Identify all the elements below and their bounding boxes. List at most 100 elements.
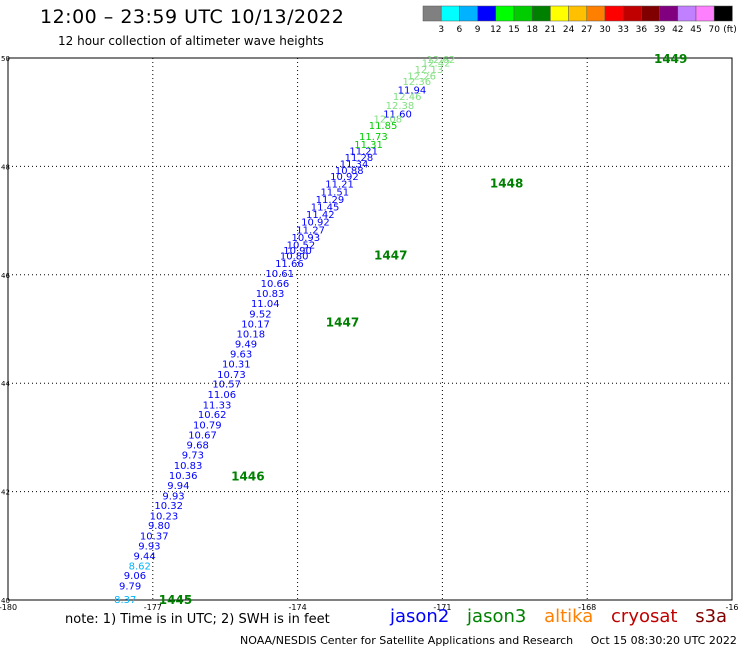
- colorbar-label: 42: [672, 25, 683, 35]
- pass-number-label: 1448: [490, 177, 523, 191]
- swh-data-label: 10.67: [188, 431, 217, 442]
- colorbar-label: 21: [545, 25, 556, 35]
- swh-data-label: 10.73: [217, 370, 246, 381]
- swh-data-label: 12.26: [407, 71, 436, 82]
- colorbar-label: 70: [708, 25, 720, 35]
- legend-s3a: s3a: [695, 606, 728, 627]
- swh-data-label: 10.62: [198, 410, 227, 421]
- swh-data-label: 12.13: [415, 65, 444, 76]
- swh-data-label: 11.31: [354, 140, 383, 151]
- colorbar-label: 3: [438, 25, 444, 35]
- swh-data-label: 10.83: [256, 289, 285, 300]
- swh-data-label: 10.92: [330, 172, 359, 183]
- swh-data-label: 8.62: [129, 561, 151, 572]
- swh-data-label: 9.63: [230, 349, 252, 360]
- swh-data-label: 10.36: [169, 471, 198, 482]
- colorbar-label: 27: [581, 25, 592, 35]
- swh-data-label: 8.37: [114, 595, 136, 606]
- swh-data-label: 10.83: [174, 461, 203, 472]
- colorbar-label: 24: [563, 25, 575, 35]
- swh-data-label: 12.36: [402, 77, 431, 88]
- swh-data-label: 11.21: [325, 180, 354, 191]
- swh-data-label: 12.62: [427, 55, 456, 66]
- swh-data-label: 9.49: [235, 340, 257, 351]
- swh-data-label: 12.38: [386, 101, 415, 112]
- swh-data-label: 10.80: [280, 251, 309, 262]
- swh-data-label: 12.42: [422, 58, 451, 69]
- swh-data-label: 10.52: [287, 240, 316, 251]
- swh-data-label: 11.60: [383, 109, 412, 120]
- chart-title: 12:00 – 23:59 UTC 10/13/2022: [40, 6, 345, 28]
- swh-data-label: 12.08: [374, 115, 403, 126]
- swh-data-label: 11.85: [369, 121, 398, 132]
- swh-data-label: 10.93: [291, 233, 320, 244]
- swh-data-label: 11.34: [340, 160, 369, 171]
- swh-data-label: 10.17: [241, 320, 270, 331]
- swh-data-label: 10.23: [150, 511, 179, 522]
- pass-number-label: 1445: [159, 593, 192, 607]
- swh-colorbar: 3 6 9 12 15 18 21 24 27 30 33 36 39 42 45 70 (ft): [422, 5, 737, 35]
- y-tick-label: 42: [1, 489, 10, 497]
- swh-data-label: 10.92: [301, 218, 330, 229]
- swh-data-label: 11.04: [251, 299, 280, 310]
- colorbar-label: 36: [636, 25, 648, 35]
- swh-data-label: 10.37: [140, 532, 169, 543]
- legend-altika: altika: [544, 606, 594, 627]
- colorbar-label: 15: [508, 25, 519, 35]
- y-tick-label: 44: [1, 380, 10, 388]
- swh-data-label: 10.79: [193, 420, 222, 431]
- y-tick-label: 46: [1, 272, 10, 280]
- plot-frame: [7, 57, 733, 601]
- timestamp-text: Oct 15 08:30:20 UTC 2022: [590, 634, 737, 647]
- swh-data-label: 9.52: [249, 309, 271, 320]
- x-tick-label: -168: [578, 603, 596, 612]
- pass-number-label: 1447: [374, 249, 407, 263]
- swh-data-label: 11.33: [203, 400, 232, 411]
- colorbar-label: 12: [490, 25, 501, 35]
- swh-data-label: 12.46: [393, 92, 422, 103]
- swh-data-label: 11.06: [208, 390, 237, 401]
- swh-data-label: 10.57: [212, 380, 241, 391]
- swh-data-label: 11.21: [349, 147, 378, 158]
- colorbar-label: 6: [457, 25, 463, 35]
- swh-data-label: 9.93: [138, 541, 160, 552]
- swh-data-label: 11.51: [320, 187, 349, 198]
- colorbar-label: 18: [526, 25, 538, 35]
- swh-data-label: 9.94: [167, 481, 189, 492]
- colorbar-label: 33: [617, 25, 628, 35]
- swh-data-label: 9.93: [162, 491, 184, 502]
- swh-data-label: 9.44: [133, 552, 155, 563]
- swh-data-label: 11.28: [345, 153, 374, 164]
- pass-number-label: 1446: [231, 469, 264, 483]
- swh-data-label: 9.80: [148, 521, 170, 532]
- pass-number-label: 1449: [654, 52, 687, 66]
- swh-data-label: 11.27: [296, 225, 325, 236]
- credit-text: NOAA/NESDIS Center for Satellite Applica…: [240, 634, 574, 647]
- swh-data-label: 9.79: [119, 581, 141, 592]
- swh-data-label: 10.32: [154, 501, 183, 512]
- swh-data-label: 9.06: [124, 571, 146, 582]
- swh-data-label: 9.68: [187, 440, 209, 451]
- satellite-legend: jason2 jason3 altika cryosat s3a: [390, 606, 739, 627]
- swh-data-label: 10.31: [222, 360, 251, 371]
- swh-data-label: 10.18: [236, 329, 265, 340]
- colorbar-label: 30: [599, 25, 611, 35]
- colorbar-label: 9: [475, 25, 481, 35]
- swh-data-label: 11.66: [275, 259, 304, 270]
- y-tick-label: 50: [1, 55, 10, 63]
- chart-subtitle: 12 hour collection of altimeter wave hei…: [58, 34, 324, 48]
- colorbar-label: 45: [690, 25, 701, 35]
- x-tick-label: -171: [433, 603, 451, 612]
- x-tick-label: -180: [0, 603, 17, 612]
- legend-jason3: jason3: [467, 606, 527, 627]
- colorbar-unit: (ft): [723, 25, 737, 35]
- swh-scatter-plot: -180 -177 -174 -171 -168 -16 40 42 44 46 48 50 8.37 9…: [0, 52, 739, 612]
- colorbar-swatch: [713, 5, 733, 22]
- pass-number-label: 1447: [326, 315, 359, 329]
- x-tick-label: -177: [144, 603, 162, 612]
- legend-cryosat: cryosat: [611, 606, 678, 627]
- y-tick-label: 40: [1, 597, 10, 605]
- footer: NOAA/NESDIS Center for Satellite Applica…: [240, 634, 737, 647]
- swh-data-label: 11.42: [306, 210, 335, 221]
- swh-data-label: 9.73: [182, 451, 204, 462]
